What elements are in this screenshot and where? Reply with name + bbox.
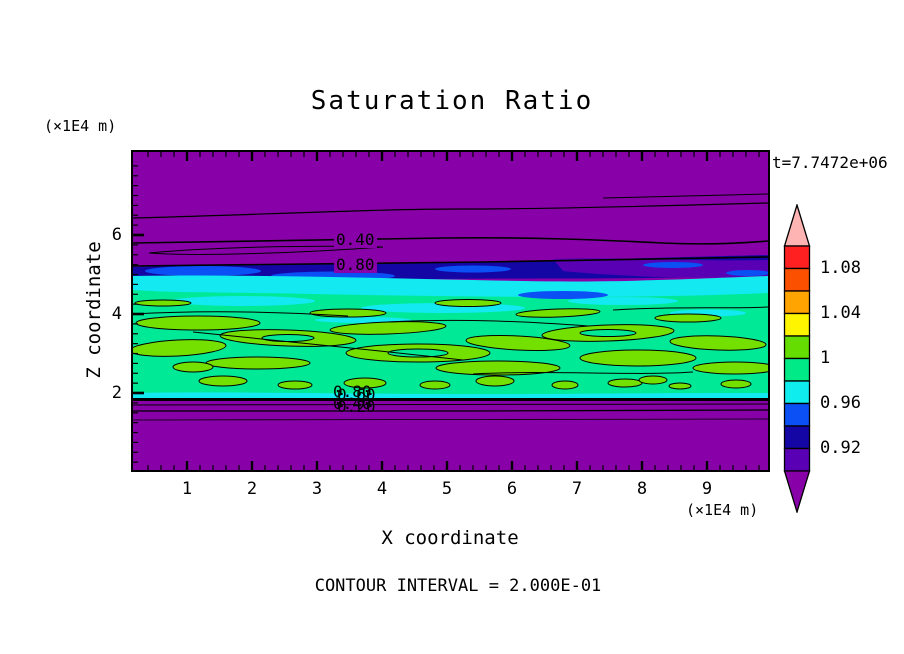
colorbar-label-0-92: 0.92 — [820, 438, 861, 458]
contour-label-080-upper: 0.80 — [334, 255, 377, 274]
x-tick-label-4: 4 — [376, 479, 388, 499]
contour-label-040-upper: 0.40 — [334, 230, 377, 249]
cluster-label-060: 0.60 — [337, 385, 376, 404]
x-axis-title: X coordinate — [381, 527, 519, 549]
cluster-label-040: 0.40 — [333, 394, 372, 413]
contour-interval-label: CONTOUR INTERVAL = 2.000E-01 — [314, 576, 602, 596]
y-axis-unit-label: (×1E4 m) — [44, 117, 117, 135]
x-axis-unit-label: (×1E4 m) — [686, 501, 759, 519]
colorbar — [783, 204, 811, 513]
colorbar-top-arrow — [783, 204, 811, 247]
x-tick-label-2: 2 — [246, 479, 258, 499]
time-label: t=7.7472e+06 — [772, 153, 888, 172]
plot-frame — [131, 150, 770, 472]
cluster-label-080: 0.80 — [333, 382, 372, 401]
axis-tick-marks — [133, 152, 760, 470]
chartreuse-patches — [133, 299, 768, 390]
x-tick-label-6: 6 — [506, 479, 518, 499]
colorbar-label-1: 1 — [820, 348, 831, 368]
x-tick-label-9: 9 — [701, 479, 713, 499]
contour-plot — [133, 152, 768, 470]
colorbar-bottom-arrow — [783, 470, 811, 513]
colorbar-label-0-96: 0.96 — [820, 393, 861, 413]
x-tick-label-7: 7 — [571, 479, 583, 499]
x-tick-label-3: 3 — [311, 479, 323, 499]
contour-line-layer — [133, 193, 768, 421]
y-tick-label-4: 4 — [111, 304, 122, 324]
x-tick-label-5: 5 — [441, 479, 453, 499]
y-tick-label-6: 6 — [111, 225, 122, 245]
colorbar-label-1-08: 1.08 — [820, 258, 861, 278]
contour-fill-layer — [133, 152, 768, 470]
x-tick-label-1: 1 — [181, 479, 193, 499]
x-tick-label-8: 8 — [636, 479, 648, 499]
y-tick-label-2: 2 — [111, 383, 122, 403]
cluster-label-020: 0.20 — [337, 397, 376, 416]
colorbar-label-1-04: 1.04 — [820, 303, 861, 323]
colorbar-cells — [783, 204, 811, 513]
page-title: Saturation Ratio — [310, 86, 594, 116]
